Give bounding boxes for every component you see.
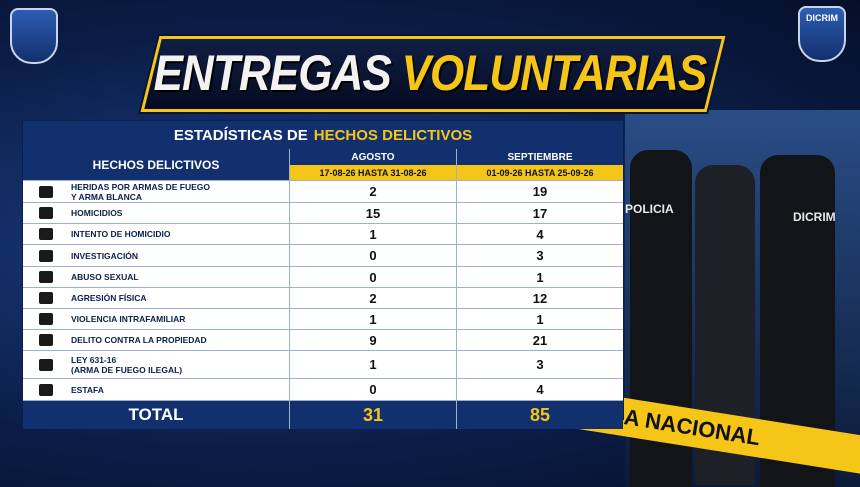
table-row: AGRESIÓN FÍSICA 2 12	[23, 288, 623, 309]
table-row: HERIDAS POR ARMAS DE FUEGO Y ARMA BLANCA…	[23, 181, 623, 203]
crime-icon	[39, 207, 53, 219]
badge-left	[10, 8, 58, 64]
crime-icon	[39, 313, 53, 325]
count-cell: 15	[289, 203, 456, 223]
vest-text: POLICIA	[625, 202, 674, 216]
count-cell: 4	[456, 379, 623, 400]
count-cell: 2	[289, 288, 456, 308]
crime-cell: DELITO CONTRA LA PROPIEDAD	[23, 330, 289, 350]
count-cell: 9	[289, 330, 456, 350]
crime-icon	[39, 185, 53, 198]
count-cell: 19	[456, 181, 623, 202]
count-cell: 2	[289, 181, 456, 202]
crime-icon	[39, 358, 53, 371]
count-cell: 1	[456, 309, 623, 329]
count-cell: 4	[456, 224, 623, 244]
crime-label: DELITO CONTRA LA PROPIEDAD	[71, 335, 207, 345]
table-body: HECHOS DELICTIVOS AGOSTO 17-08-26 HASTA 31…	[23, 149, 623, 429]
table-row: ABUSO SEXUAL 0 1	[23, 267, 623, 288]
table-row: DELITO CONTRA LA PROPIEDAD 9 21	[23, 330, 623, 351]
count-cell: 1	[456, 267, 623, 287]
period-range: 17-08-26 HASTA 31-08-26	[290, 165, 456, 180]
crime-cell: ESTAFA	[23, 379, 289, 400]
table-title: ESTADÍSTICAS DE HECHOS DELICTIVOS	[23, 121, 623, 149]
count-cell: 1	[289, 351, 456, 378]
count-cell: 1	[289, 309, 456, 329]
column-header: HECHOS DELICTIVOS	[92, 157, 220, 172]
table-row: INVESTIGACIÓN 0 3	[23, 245, 623, 267]
crime-label: ABUSO SEXUAL	[71, 272, 139, 282]
crime-label: ESTAFA	[71, 384, 104, 395]
period-name: SEPTIEMBRE	[507, 151, 573, 163]
table-row: INTENTO DE HOMICIDIO 1 4	[23, 224, 623, 245]
count-cell: 0	[289, 379, 456, 400]
crime-icon	[39, 271, 53, 283]
crime-label: LEY 631-16 (ARMA DE FUEGO ILEGAL)	[71, 354, 183, 375]
count-cell: 1	[289, 224, 456, 244]
total-row: TOTAL 31 85	[23, 401, 623, 429]
total-value: 31	[289, 401, 456, 429]
crime-label: HOMICIDIOS	[71, 208, 123, 218]
crime-cell: HOMICIDIOS	[23, 203, 289, 223]
stats-table: ESTADÍSTICAS DE HECHOS DELICTIVOS HECHOS…	[22, 120, 624, 429]
count-cell: 12	[456, 288, 623, 308]
title-part: ENTREGAS	[153, 45, 392, 101]
crime-label: AGRESIÓN FÍSICA	[71, 293, 147, 303]
table-title-part: ESTADÍSTICAS DE	[173, 126, 308, 144]
crime-label: INVESTIGACIÓN	[71, 250, 139, 261]
crime-cell: AGRESIÓN FÍSICA	[23, 288, 289, 308]
vest-text: DICRIM	[793, 210, 836, 224]
badge-text: DICRIM	[806, 13, 838, 23]
crime-icon	[39, 228, 53, 240]
crime-cell: INVESTIGACIÓN	[23, 245, 289, 266]
count-cell: 3	[456, 245, 623, 266]
period-name: AGOSTO	[351, 151, 395, 163]
table-title-part: HECHOS DELICTIVOS	[313, 126, 473, 144]
crime-cell: INTENTO DE HOMICIDIO	[23, 224, 289, 244]
crime-icon	[39, 249, 53, 262]
crime-label: VIOLENCIA INTRAFAMILIAR	[71, 314, 186, 324]
period-header: SEPTIEMBRE 01-09-26 HASTA 25-09-26	[456, 149, 623, 180]
crime-icon	[39, 334, 53, 346]
crime-label: INTENTO DE HOMICIDIO	[71, 229, 171, 239]
total-value: 85	[456, 401, 623, 429]
badge-right: DICRIM	[798, 6, 846, 62]
header-row: HECHOS DELICTIVOS AGOSTO 17-08-26 HASTA 31…	[23, 149, 623, 181]
crime-label: HERIDAS POR ARMAS DE FUEGO Y ARMA BLANCA	[71, 181, 211, 202]
table-row: VIOLENCIA INTRAFAMILIAR 1 1	[23, 309, 623, 330]
title-part: VOLUNTARIAS	[401, 45, 708, 101]
crime-icon	[39, 292, 53, 304]
table-row: HOMICIDIOS 15 17	[23, 203, 623, 224]
table-row: ESTAFA 0 4	[23, 379, 623, 401]
count-cell: 3	[456, 351, 623, 378]
period-header: AGOSTO 17-08-26 HASTA 31-08-26	[289, 149, 456, 180]
crime-icon	[39, 383, 53, 396]
crime-cell: VIOLENCIA INTRAFAMILIAR	[23, 309, 289, 329]
table-row: LEY 631-16 (ARMA DE FUEGO ILEGAL) 1 3	[23, 351, 623, 379]
count-cell: 21	[456, 330, 623, 350]
count-cell: 0	[289, 245, 456, 266]
total-label: TOTAL	[128, 405, 184, 424]
period-range: 01-09-26 HASTA 25-09-26	[457, 165, 623, 180]
crime-cell: ABUSO SEXUAL	[23, 267, 289, 287]
count-cell: 0	[289, 267, 456, 287]
title: ENTREGAS VOLUNTARIAS	[154, 38, 708, 108]
crime-cell: HERIDAS POR ARMAS DE FUEGO Y ARMA BLANCA	[23, 181, 289, 202]
crime-cell: LEY 631-16 (ARMA DE FUEGO ILEGAL)	[23, 351, 289, 378]
count-cell: 17	[456, 203, 623, 223]
